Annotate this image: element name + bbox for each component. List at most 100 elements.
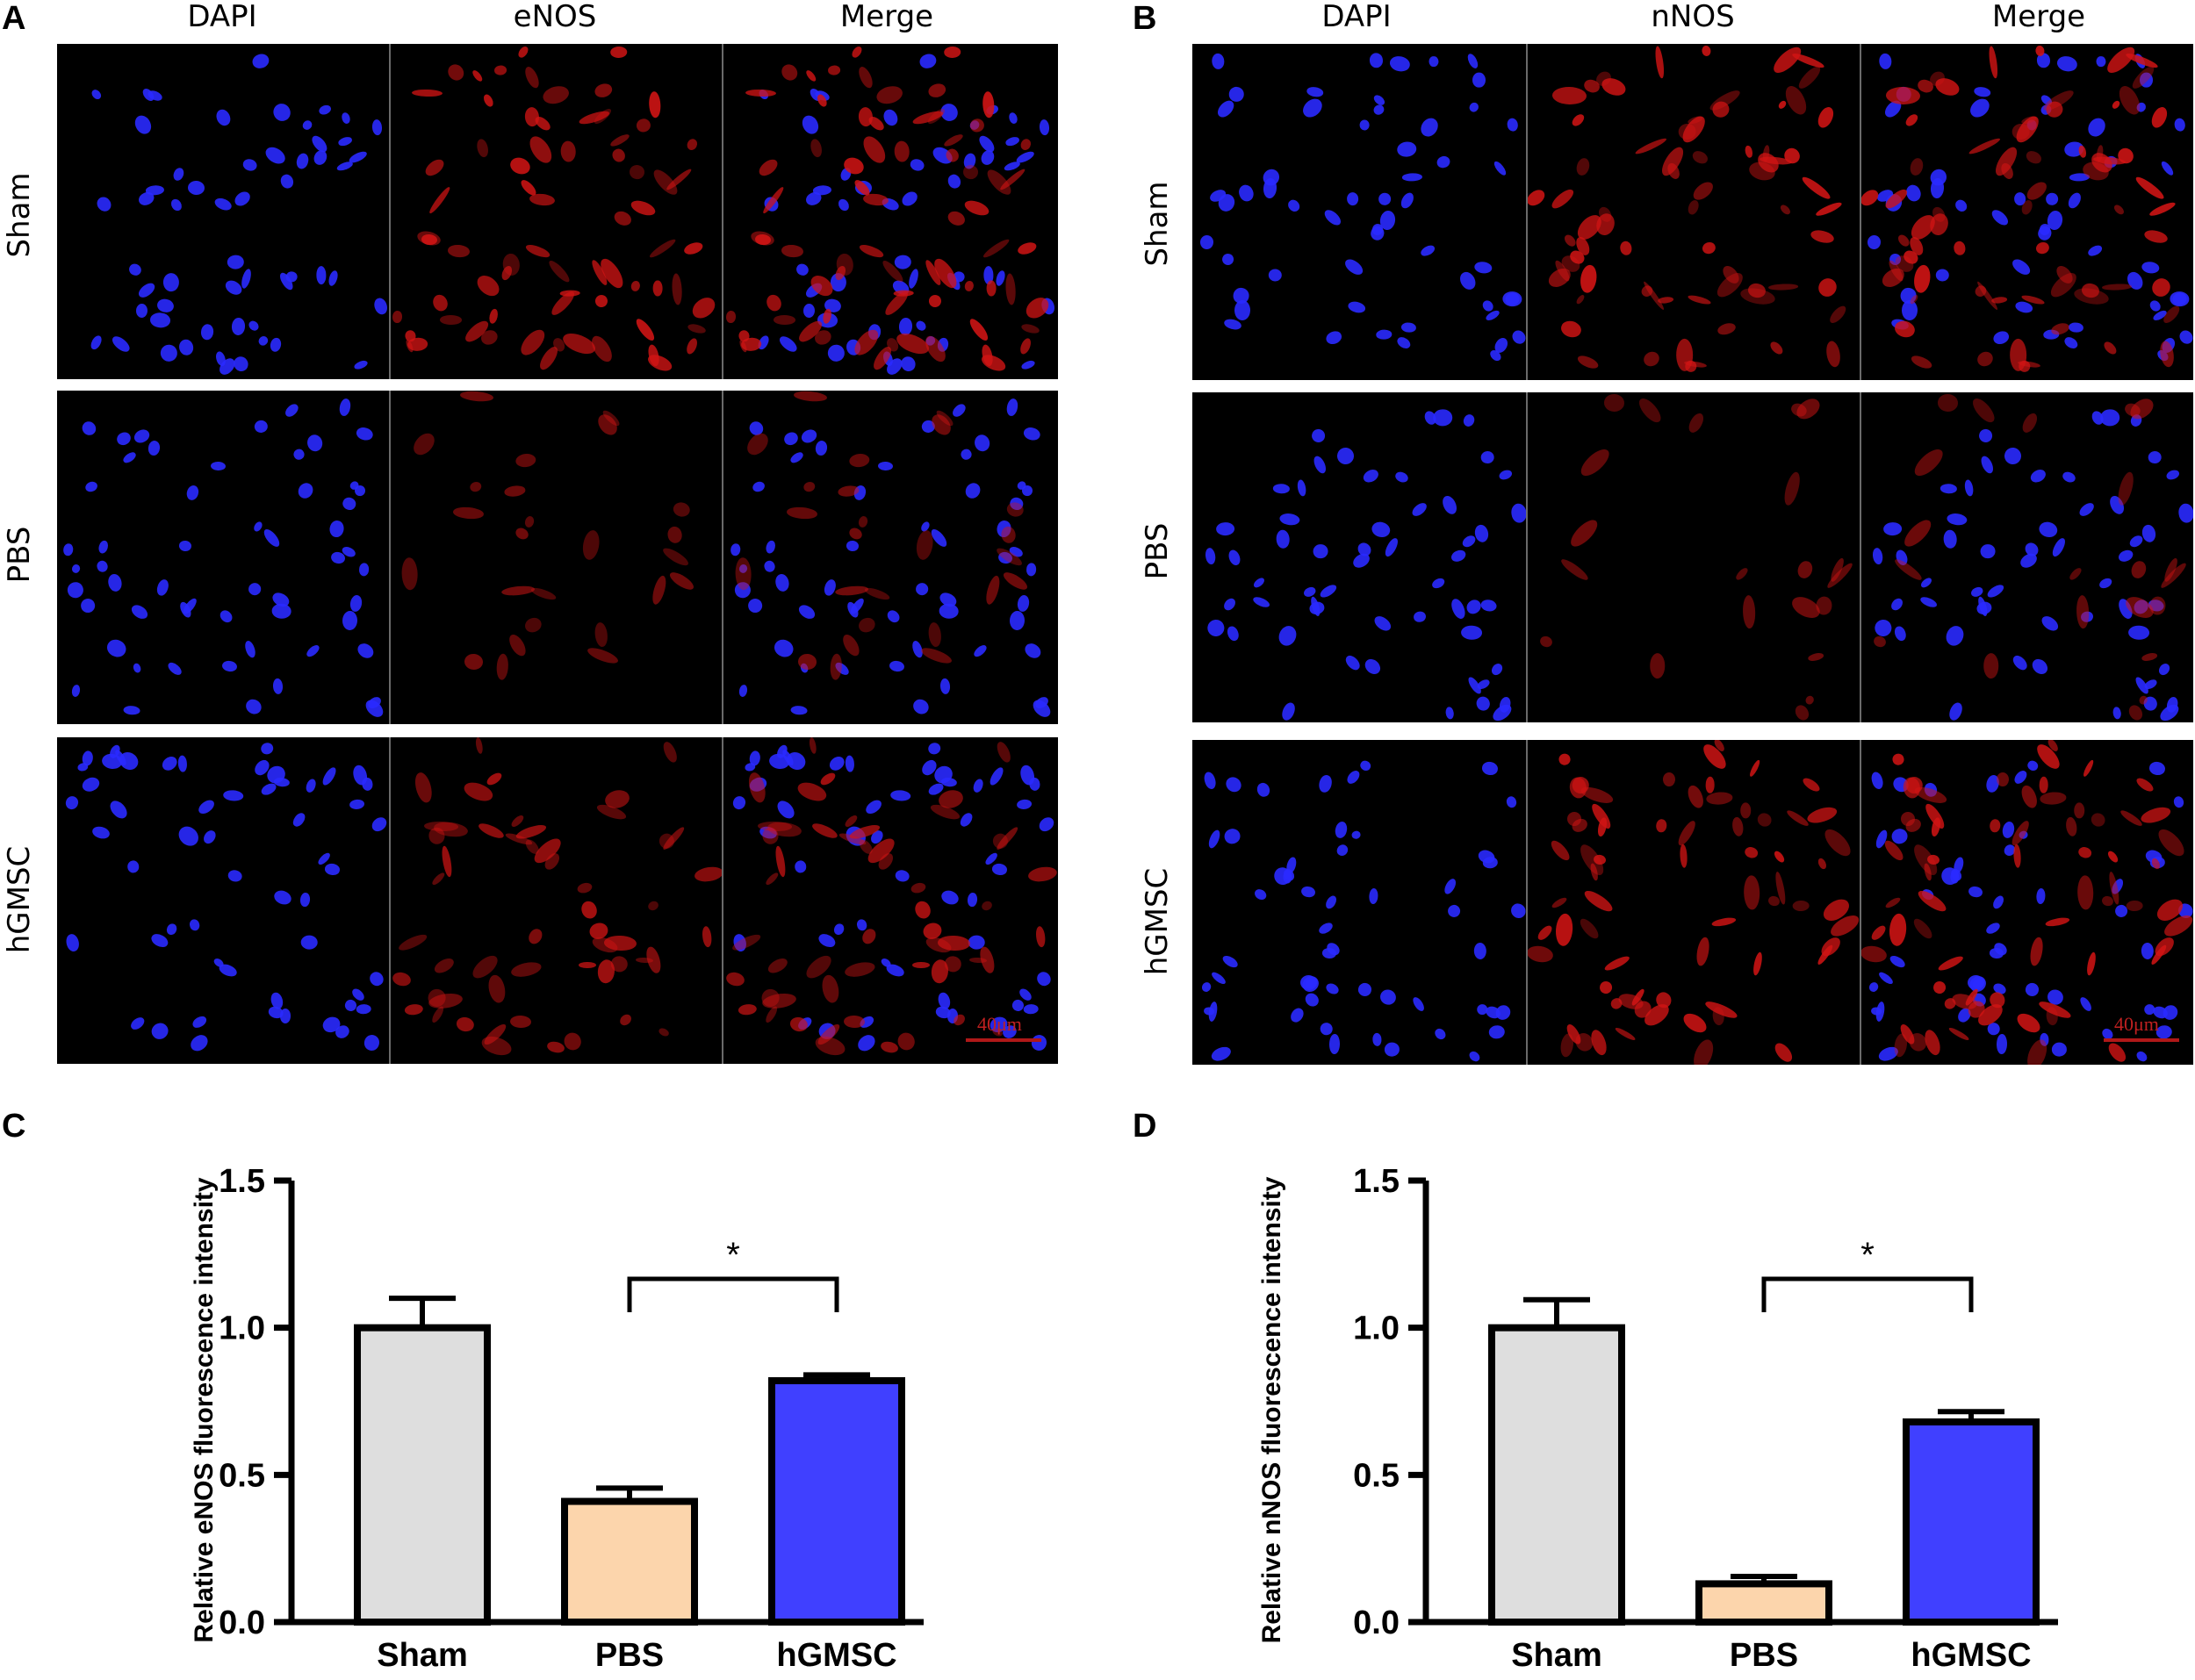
nucleus-blob: [90, 88, 103, 102]
nucleus-blob: [221, 659, 238, 672]
nucleus-blob: [1412, 610, 1427, 624]
nucleus-blob: [1016, 593, 1031, 614]
nucleus-blob: [304, 777, 318, 794]
stain-blob: [1603, 393, 1625, 413]
stain-blob: [1700, 45, 1712, 58]
stain-blob: [2148, 200, 2177, 219]
stain-blob: [685, 137, 699, 152]
stain-blob: [1809, 228, 1835, 246]
stain-blob: [879, 1040, 900, 1055]
nucleus-blob: [1222, 773, 1244, 795]
stain-blob: [1016, 240, 1039, 256]
stain-blob: [647, 237, 678, 261]
nucleus-blob: [135, 304, 148, 319]
stain-blob: [1602, 954, 1631, 973]
nucleus-blob: [317, 103, 333, 117]
nucleus-blob: [1378, 191, 1393, 207]
stain-blob: [694, 865, 725, 884]
nucleus-blob: [363, 1033, 382, 1052]
nucleus-blob: [1022, 426, 1042, 443]
stain-blob: [687, 322, 708, 335]
stain-blob: [488, 308, 500, 325]
nucleus-blob: [1940, 484, 1958, 494]
nucleus-blob: [1221, 596, 1238, 614]
nucleus-blob: [328, 520, 345, 539]
stain-blob: [874, 83, 905, 107]
stain-blob: [1872, 635, 1888, 650]
stain-blob: [594, 621, 609, 648]
nucleus-blob: [1007, 111, 1019, 126]
stain-blob: [942, 132, 965, 148]
stain-blob: [1634, 136, 1668, 157]
nucleus-blob: [1377, 987, 1399, 1009]
nucleus-blob: [1336, 447, 1356, 466]
nucleus-blob: [798, 111, 822, 137]
stain-blob: [786, 506, 818, 520]
nucleus-blob: [1946, 512, 1968, 527]
nucleus-blob: [1360, 467, 1381, 485]
nucleus-blob: [1440, 492, 1460, 516]
bar-pbs: [1695, 1580, 1832, 1626]
stain-blob: [392, 310, 402, 324]
nucleus-blob: [1985, 582, 2005, 599]
stain-blob: [1551, 86, 1587, 105]
stain-blob: [2115, 83, 2144, 118]
stain-blob: [494, 65, 507, 76]
nucleus-blob: [890, 789, 911, 802]
stain-blob: [2111, 99, 2122, 111]
stain-blob: [834, 584, 869, 597]
nucleus-blob: [1223, 826, 1242, 845]
nucleus-blob: [1375, 329, 1393, 341]
stain-blob: [1754, 810, 1774, 829]
nucleus-blob: [295, 480, 316, 502]
stain-blob: [1618, 241, 1633, 256]
stain-blob: [1744, 144, 1754, 159]
stain-blob: [764, 871, 781, 887]
stain-blob: [1777, 99, 1788, 111]
nucleus-blob: [79, 419, 98, 439]
nucleus-blob: [355, 426, 375, 443]
nucleus-blob: [2051, 1042, 2068, 1057]
stain-blob: [646, 899, 660, 912]
nucleus-blob: [1918, 594, 1939, 610]
nucleus-blob: [1989, 207, 2011, 228]
nucleus-blob: [1209, 1044, 1233, 1063]
stain-blob: [481, 93, 495, 109]
nucleus-blob: [2171, 794, 2185, 808]
stain-blob: [1566, 515, 1601, 551]
nucleus-blob: [2112, 706, 2122, 721]
nucleus-blob: [1263, 177, 1277, 200]
panel-a-row-label-pbs: PBS: [2, 526, 37, 584]
panel-letter-b: B: [1133, 0, 1157, 37]
stain-blob: [994, 739, 1013, 765]
nucleus-blob: [990, 862, 1008, 876]
stain-blob: [1679, 844, 1688, 869]
nucleus-blob: [795, 601, 818, 622]
x-tick-label: PBS: [1730, 1637, 1798, 1674]
stain-blob: [413, 770, 435, 805]
nucleus-blob: [894, 868, 910, 884]
panel-a-row-label-sham: Sham: [2, 172, 37, 258]
nucleus-blob: [1979, 544, 1996, 560]
nucleus-blob: [361, 777, 374, 791]
stain-blob: [469, 480, 484, 493]
stain-blob: [1781, 83, 1810, 118]
nucleus-blob: [164, 922, 178, 937]
nucleus-blob: [62, 542, 74, 556]
nucleus-blob: [231, 317, 246, 336]
nucleus-blob: [353, 359, 370, 371]
nucleus-blob: [863, 797, 884, 817]
nucleus-blob: [1030, 1033, 1049, 1052]
bar-sham: [354, 1324, 491, 1626]
stain-blob: [919, 644, 954, 667]
nucleus-blob: [1371, 613, 1394, 635]
nucleus-blob: [1401, 172, 1423, 181]
nucleus-blob: [1371, 1032, 1382, 1046]
stain-blob: [2134, 775, 2156, 794]
nucleus-blob: [2024, 981, 2040, 998]
panel-a-column-label-dapi: DAPI: [187, 0, 257, 34]
nucleus-blob: [1396, 140, 1417, 158]
nucleus-blob: [1399, 190, 1416, 211]
stain-blob: [1577, 444, 1614, 480]
nucleus-blob: [2148, 450, 2163, 464]
